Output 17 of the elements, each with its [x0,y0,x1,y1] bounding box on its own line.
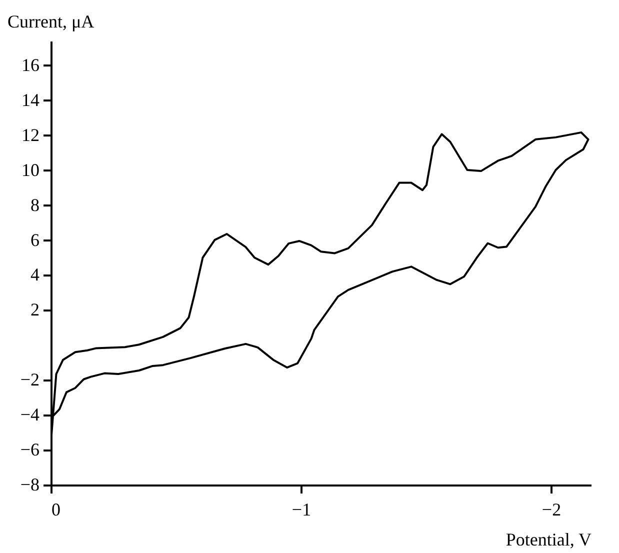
y-tick-label: −8 [20,474,40,494]
y-tick-label: 6 [30,230,40,250]
y-tick-label: 8 [30,194,40,215]
y-tick-label: 4 [30,264,40,285]
x-tick-label: 0 [52,500,60,520]
x-tick-label: −1 [292,500,312,520]
y-tick-label: 14 [22,90,40,110]
x-axis-title: Potential, V [506,530,592,550]
y-tick-label: −4 [20,404,40,425]
y-tick-label: −2 [20,370,40,390]
y-tick-label: 12 [22,124,40,145]
y-axis-title: Current, μA [8,12,94,32]
y-tick-label: −6 [20,440,40,460]
x-tick-label: −2 [542,500,562,520]
y-tick-label: 2 [30,300,40,320]
y-tick-label: 16 [22,54,40,75]
y-tick-label: 10 [22,160,40,180]
